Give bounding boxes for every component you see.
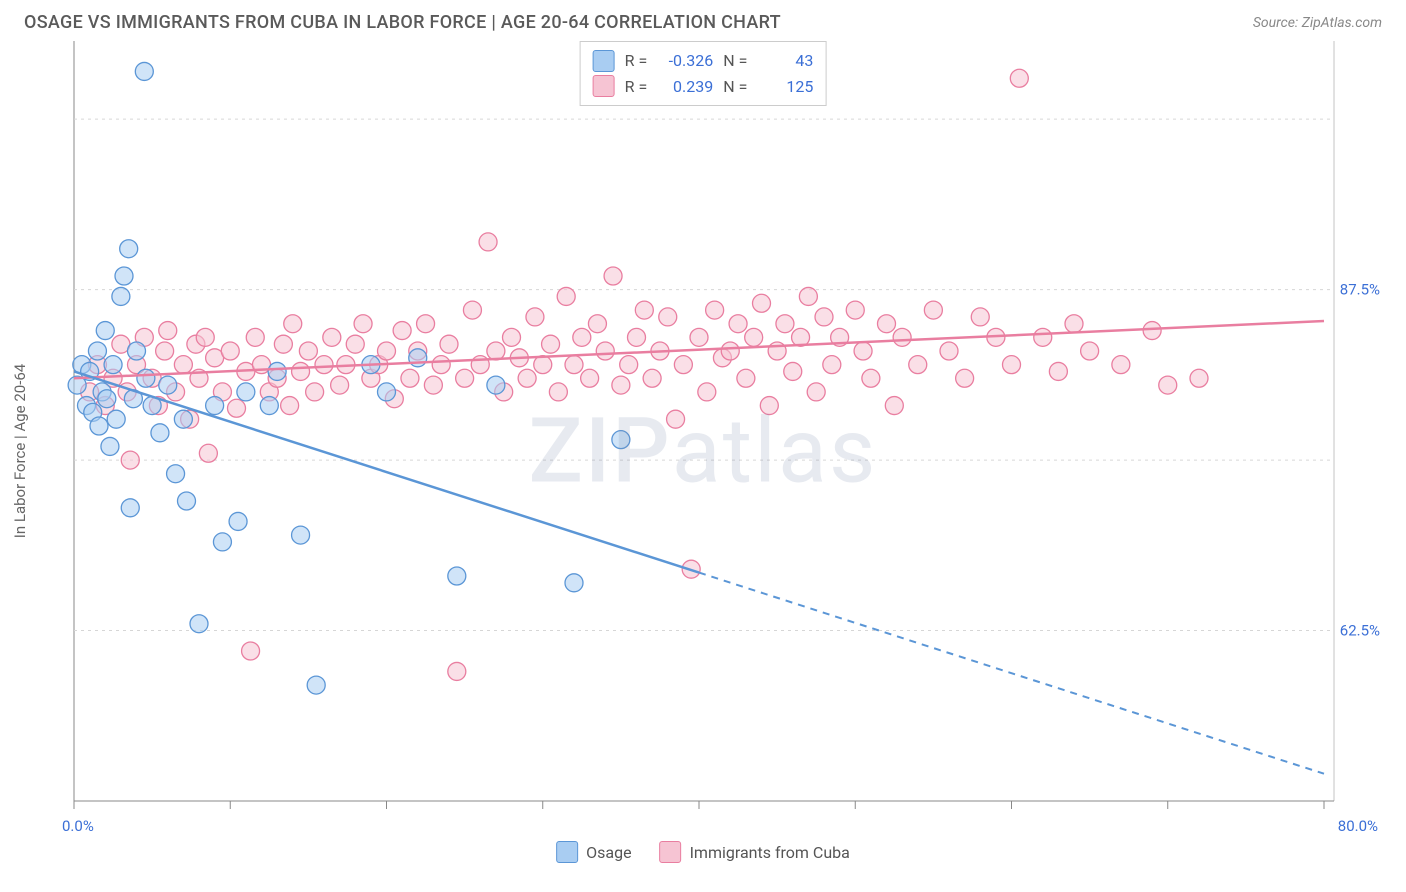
svg-text:0.0%: 0.0% [62,817,94,835]
y-axis-label: In Labor Force | Age 20-64 [11,364,29,538]
svg-text:87.5%: 87.5% [1340,281,1380,299]
stats-n-label: N = [723,74,747,100]
stats-r-value: -0.326 [657,48,713,74]
legend-swatch-osage [556,841,578,863]
legend-swatch-cuba [660,841,682,863]
legend-item-osage: Osage [556,841,631,863]
stats-swatch-cuba [593,75,615,97]
source-attribution: Source: ZipAtlas.com [1253,15,1382,31]
stats-n-value: 43 [757,48,813,74]
stats-row-cuba: R = 0.239 N = 125 [593,74,814,100]
chart-title: OSAGE VS IMMIGRANTS FROM CUBA IN LABOR F… [24,12,781,33]
stats-r-label: R = [625,74,648,100]
stats-swatch-osage [593,50,615,72]
svg-text:80.0%: 80.0% [1338,817,1378,835]
trend-osage-extrap [699,573,1324,774]
scatter-chart: 62.5% 87.5% 0.0% 80.0% [24,41,1382,861]
legend-item-cuba: Immigrants from Cuba [660,841,850,863]
title-bar: OSAGE VS IMMIGRANTS FROM CUBA IN LABOR F… [0,0,1406,41]
svg-text:62.5%: 62.5% [1340,622,1380,640]
series-osage [68,62,630,694]
stats-r-value: 0.239 [657,74,713,100]
legend-label-cuba: Immigrants from Cuba [690,843,850,862]
stats-legend: R = -0.326 N = 43 R = 0.239 N = 125 [580,41,827,106]
stats-r-label: R = [625,48,648,74]
stats-n-value: 125 [757,74,813,100]
stats-row-osage: R = -0.326 N = 43 [593,48,814,74]
series-cuba [81,69,1208,680]
stats-n-label: N = [723,48,747,74]
legend-label-osage: Osage [586,843,631,862]
series-legend: Osage Immigrants from Cuba [556,841,850,863]
chart-container: In Labor Force | Age 20-64 ZIPatlas R = … [24,41,1382,861]
